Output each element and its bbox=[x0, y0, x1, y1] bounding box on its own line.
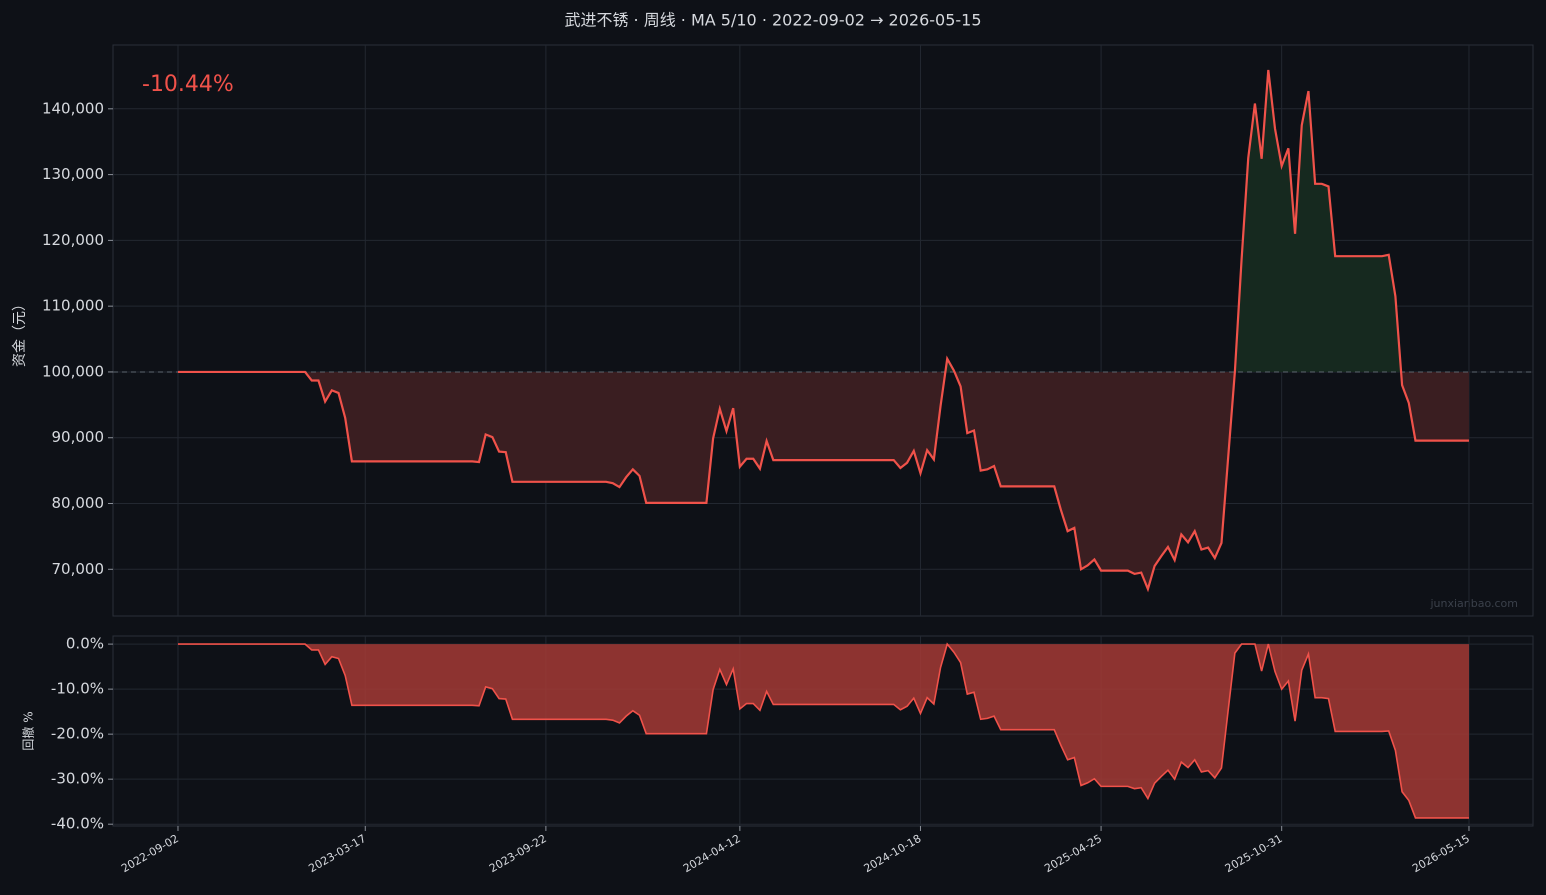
drawdown-y-axis-label: 回撤 % bbox=[21, 711, 36, 750]
equity-line bbox=[177, 69, 1469, 593]
y-tick-label: 80,000 bbox=[52, 494, 105, 512]
chart-title: 武进不锈 · 周线 · MA 5/10 · 2022-09-02 → 2026-… bbox=[564, 11, 981, 30]
y-tick-label: 140,000 bbox=[42, 99, 104, 117]
y-axis-label: 资金（元） bbox=[12, 297, 28, 367]
gain-area bbox=[945, 69, 1402, 372]
y-tick-label: 130,000 bbox=[42, 165, 104, 183]
return-annotation: -10.44% bbox=[142, 72, 234, 97]
y-tick-label: 70,000 bbox=[52, 560, 105, 578]
y-tick-label: -20.0% bbox=[51, 725, 104, 743]
y-tick-label: 120,000 bbox=[42, 231, 104, 249]
y-tick-label: 90,000 bbox=[52, 428, 105, 446]
y-tick-label: -10.0% bbox=[51, 680, 104, 698]
drawdown-line bbox=[177, 642, 1469, 819]
loss-area bbox=[177, 371, 1469, 590]
y-tick-label: 0.0% bbox=[66, 635, 104, 653]
drawdown-area bbox=[177, 644, 1469, 818]
y-tick-label: 100,000 bbox=[42, 362, 104, 380]
y-tick-label: -30.0% bbox=[51, 770, 104, 788]
watermark: junxianbao.com bbox=[1429, 597, 1518, 610]
y-tick-label: 110,000 bbox=[42, 297, 104, 315]
y-tick-label: -40.0% bbox=[51, 815, 104, 833]
